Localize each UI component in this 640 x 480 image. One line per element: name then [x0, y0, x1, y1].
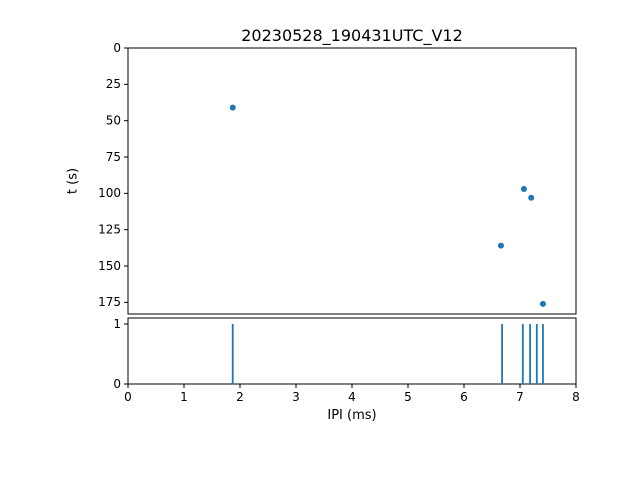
x-axis-label: IPI (ms)	[327, 408, 377, 423]
y-tick-label: 175	[98, 295, 121, 309]
chart-title: 20230528_190431UTC_V12	[241, 26, 463, 45]
x-tick-label: 6	[460, 390, 468, 404]
axes-border	[127, 47, 577, 315]
y-tick-label: 125	[98, 223, 121, 237]
y-tick-label: 150	[98, 259, 121, 273]
x-tick-label: 0	[124, 390, 132, 404]
y-tick-label: 75	[106, 150, 121, 164]
y-tick-label: 100	[98, 186, 121, 200]
x-tick-label: 1	[180, 390, 188, 404]
x-tick-label: 5	[404, 390, 412, 404]
y-tick-label: 25	[106, 77, 121, 91]
scatter-point	[520, 185, 527, 192]
x-tick-label: 7	[516, 390, 524, 404]
y-tick-label: 50	[106, 114, 121, 128]
x-tick-label: 4	[348, 390, 356, 404]
y-axis-label: t (s)	[65, 167, 81, 195]
scatter-point	[539, 300, 546, 307]
scatter-point	[497, 242, 504, 249]
axes-border	[127, 317, 577, 385]
y-tick-label: 0	[113, 41, 121, 55]
y-tick-label: 1	[113, 317, 121, 331]
scatter-point	[528, 194, 535, 201]
x-tick-label: 8	[572, 390, 580, 404]
y-tick-label: 0	[113, 377, 121, 391]
x-tick-label: 3	[292, 390, 300, 404]
scatter-point	[229, 104, 236, 111]
x-tick-label: 2	[236, 390, 244, 404]
